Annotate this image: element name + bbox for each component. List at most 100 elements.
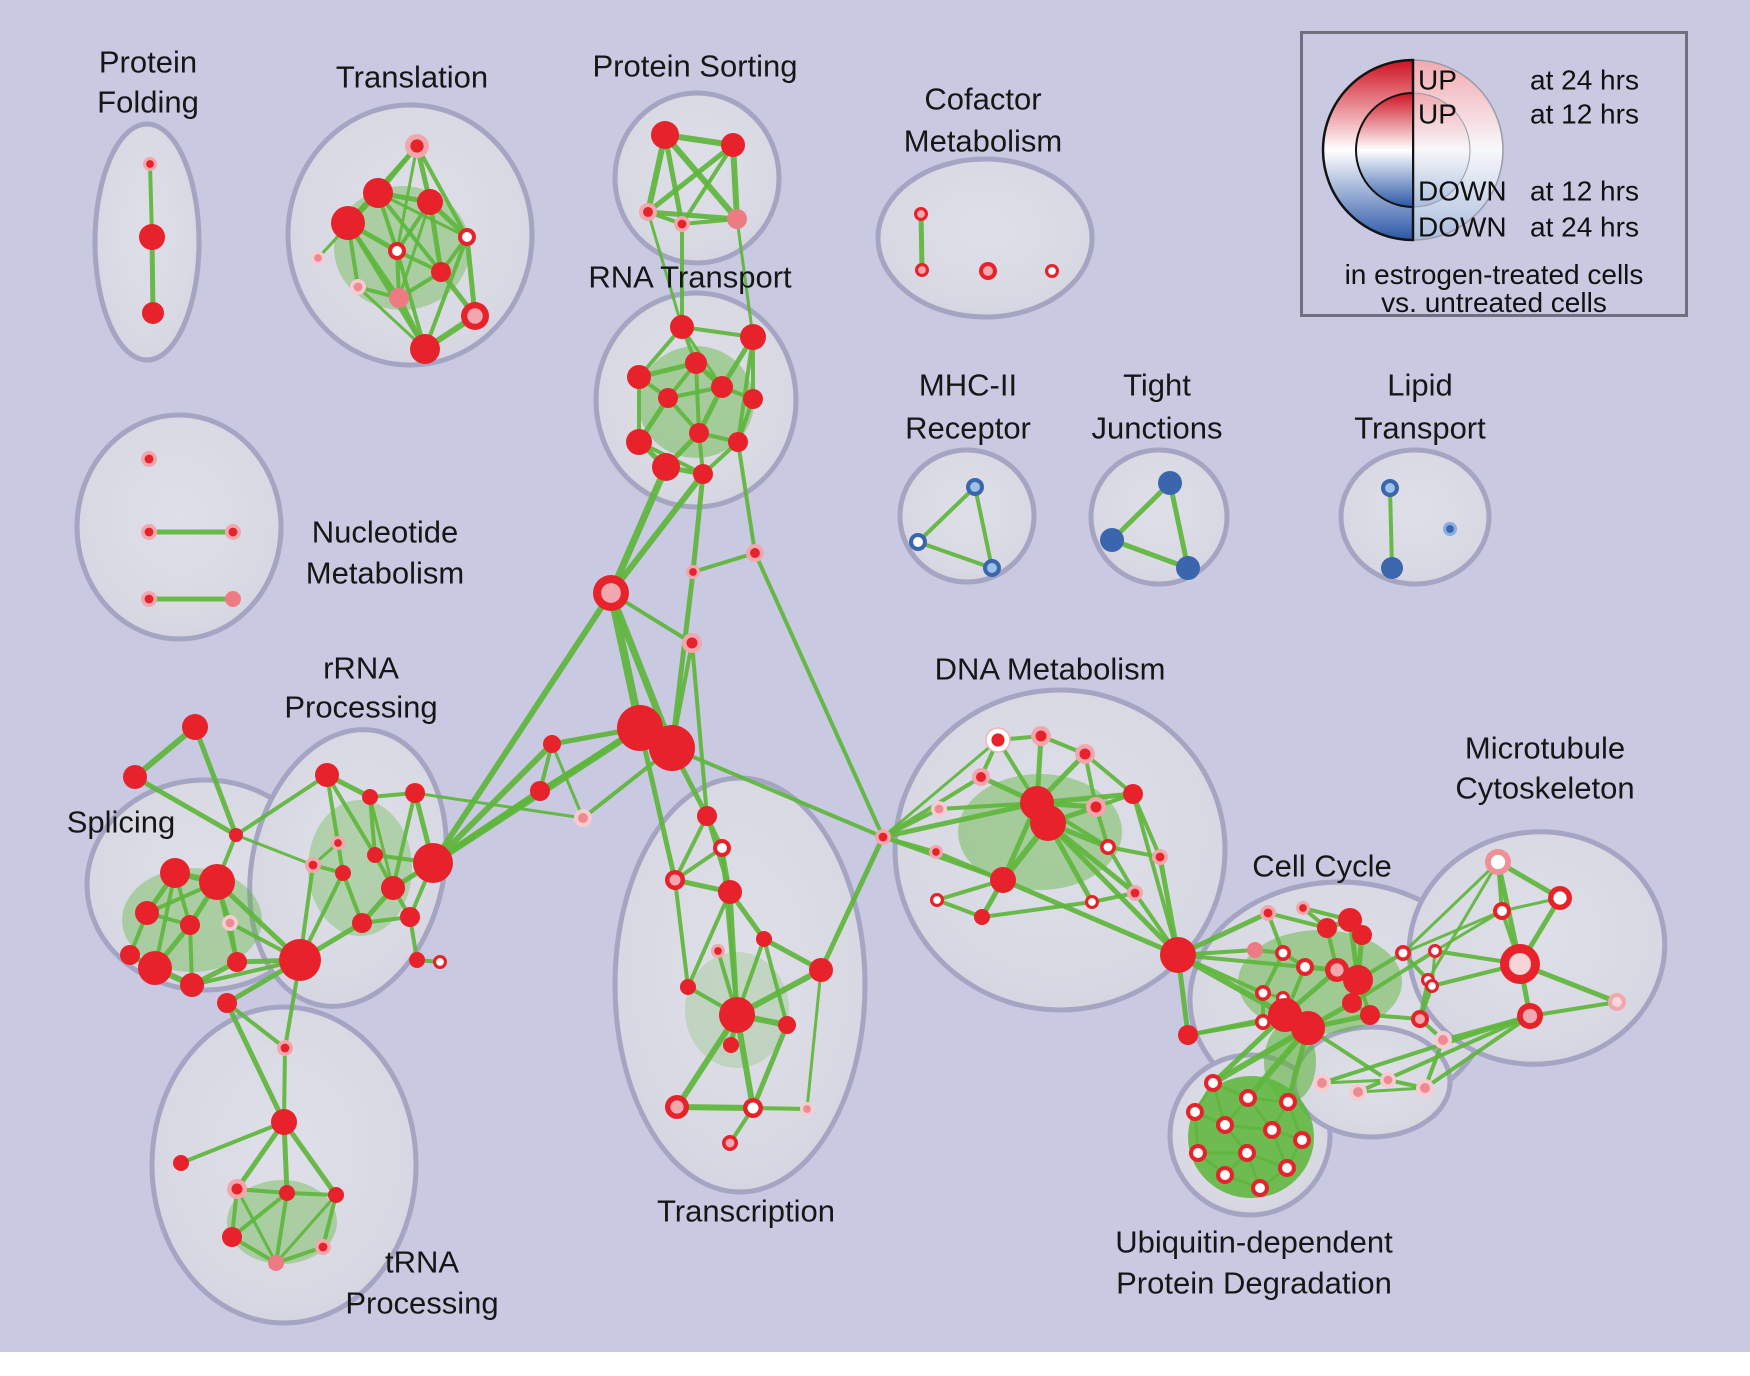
node-ps4 [674,216,690,232]
edge-tn7-tn8 [274,1245,325,1265]
edge-dm16-dm17 [935,898,984,919]
edge-tn5-tn8 [321,1193,338,1249]
node-mh2 [909,533,927,551]
edge-rrgw-hubA [430,590,614,866]
node-rt1 [670,315,694,339]
node-ub7 [1293,1131,1311,1149]
cluster-cofactor-metabolism [875,156,1095,320]
node-tn7 [268,1255,284,1271]
node-ub3 [1279,1093,1297,1111]
node-cm2 [915,263,929,277]
node-tx8 [809,958,833,982]
node-rr11 [409,952,425,968]
node-dm1 [985,727,1011,753]
legend-time-24-down: at 24 hrs [1530,212,1639,243]
node-tx12 [665,1095,689,1119]
edge-tx1-tx3 [673,814,709,882]
edge-con6-rr3 [413,791,585,820]
edge-tn1-tn3 [234,1119,287,1192]
node-tx14 [800,1102,814,1116]
node-ps3 [639,203,657,221]
edge-hub2-dgw [670,746,885,839]
edge-rr3-rr9 [391,791,417,890]
node-sp1 [160,858,190,888]
node-tn3 [227,1179,247,1199]
node-sp4 [180,915,200,935]
node-lt3 [1443,522,1457,536]
node-mt3 [1493,902,1511,920]
cluster-label-microtubule-cytoskeleton: Cytoskeleton [1455,771,1634,806]
node-ub6 [1263,1121,1281,1139]
cluster-label-mhc-ii-receptor: MHC-II [919,368,1017,403]
node-pf2 [139,224,165,250]
node-rt7 [743,389,763,409]
node-cc5 [1352,925,1372,945]
edge-tj1-tj3 [1167,480,1191,571]
edge-tx8-dgw [818,834,886,973]
node-tn2 [173,1155,189,1171]
node-tr1 [405,134,429,158]
node-mh1 [966,478,984,496]
edge-spt1-spc [192,724,239,838]
node-tx10 [778,1016,796,1034]
node-rrgw [413,843,453,883]
edge-tn1-tn2 [179,1120,286,1165]
cluster-mhc-ii-receptor [897,447,1037,585]
node-tn4 [279,1185,295,1201]
edge-dgw-dm1 [881,738,1000,839]
node-dm3 [1075,744,1095,764]
node-rr12 [433,955,447,969]
edge-spt2-spc [132,774,239,838]
node-tr8 [389,288,409,308]
node-rt12 [693,464,713,484]
edge-hub1-tx3 [637,725,678,883]
node-tr4 [417,189,443,215]
edge-tn4-tn5 [285,1191,338,1197]
edge-mt9-cc23 [1423,1014,1532,1090]
edge-tx9-tx12 [674,1012,740,1110]
node-tr5 [458,228,476,246]
node-dm15 [1085,895,1099,909]
edge-cc15-ub1 [1210,1025,1311,1086]
edge-mt3-mt5 [1433,909,1504,953]
edge-con1-con2 [691,551,757,574]
edge-rr13-tn0 [225,1001,287,1050]
node-lt2 [1381,557,1403,579]
node-cm1 [914,207,928,221]
node-cc21 [1434,1031,1452,1049]
edge-hubA-hub1 [607,589,644,732]
node-rt9 [626,429,652,455]
node-ub1 [1204,1074,1222,1092]
cluster-label-ubiquitin-dependent-protein-degradation: Ubiquitin-dependent [1115,1225,1393,1260]
edge-tx14-tx8 [805,968,823,1111]
edge-tn4-tn7 [274,1191,289,1265]
node-rr7 [335,865,351,881]
edge-tj1-tj2 [1109,480,1173,543]
cluster-label-lipid-transport: Transport [1354,411,1486,446]
node-cc13 [1255,1014,1271,1030]
legend-box: UP at 24 hrs UP at 12 hrs DOWN at 12 hrs… [1300,31,1688,318]
cluster-label-protein-sorting: Protein Sorting [592,49,797,84]
node-rr8 [352,913,372,933]
node-dm17 [974,909,990,925]
edge-rt4-rt8 [694,361,701,435]
legend-dir-down-12: DOWN [1418,176,1507,207]
node-cc18 [1395,945,1411,961]
legend-footer-line1: in estrogen-treated cells [1345,259,1644,290]
edge-con4-con6 [550,742,585,820]
node-tr2 [363,178,393,208]
edge-tn1-tn5 [281,1119,339,1198]
node-nm2 [141,524,157,540]
cluster-label-lipid-transport: Lipid [1387,368,1453,403]
cluster-label-tight-junctions: Junctions [1092,411,1223,446]
edge-tr1-tr5 [415,144,469,239]
edge-tx4-tx7 [686,890,732,989]
node-sp3 [135,901,159,925]
node-tr9 [431,262,451,282]
edge-tr5-tr11 [423,235,469,351]
node-rrbig [279,939,321,981]
node-con3 [682,633,702,653]
node-rr3 [405,783,425,803]
edge-dm7-ccgw [1045,820,1181,958]
node-dm14 [1127,885,1143,901]
